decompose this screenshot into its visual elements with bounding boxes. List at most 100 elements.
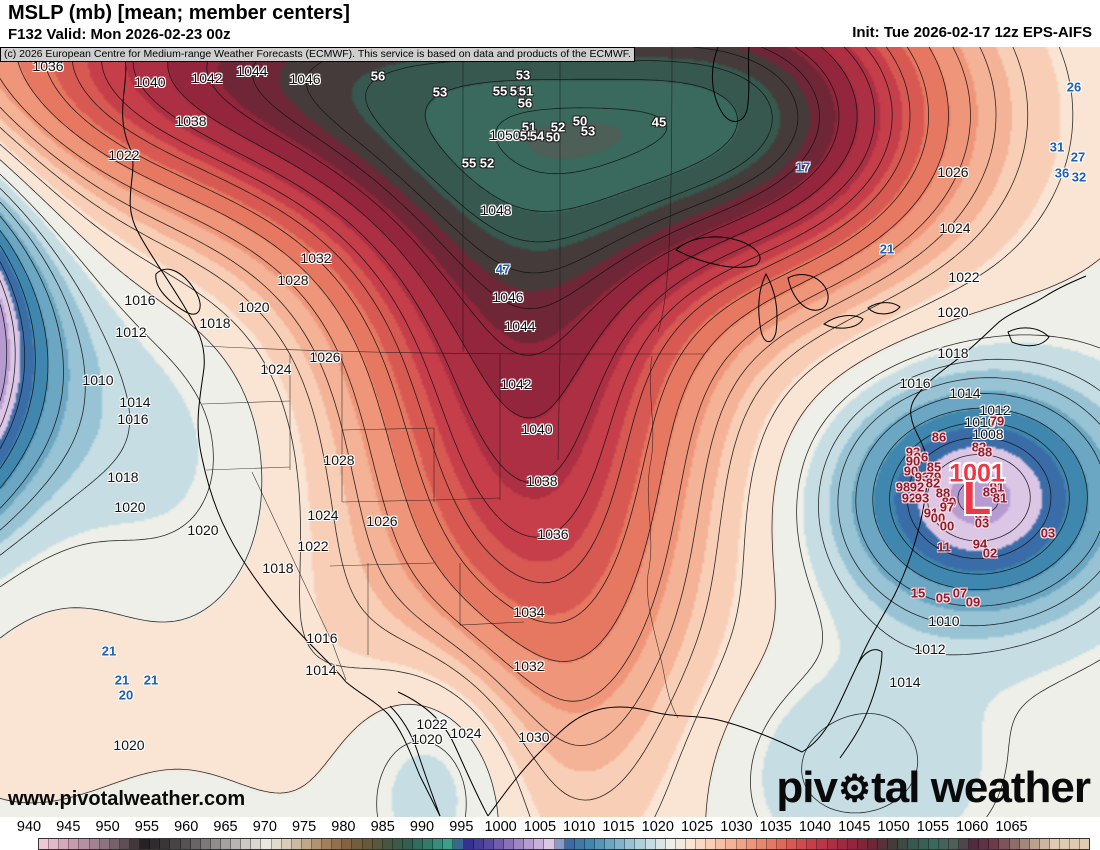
coastline-path xyxy=(487,706,831,817)
colorbar-cell xyxy=(665,839,676,849)
border-path xyxy=(203,345,704,355)
scale-tick: 1060 xyxy=(956,819,989,835)
colorbar-cell xyxy=(908,839,919,849)
scale-tick: 940 xyxy=(16,819,42,835)
colorbar-cell xyxy=(483,839,494,849)
border-path xyxy=(341,427,435,431)
colorbar-cell xyxy=(948,839,959,849)
colorbar-cell xyxy=(79,839,90,849)
scale-tick: 955 xyxy=(134,819,159,835)
colorbar-cell xyxy=(918,839,929,849)
pressure-scale: 940 945 950 955 960 965 970 975 980 985 990 995 1000… xyxy=(0,817,1100,850)
colorbar-cell xyxy=(635,839,646,849)
colorbar-cell xyxy=(170,839,181,849)
colorbar-cell xyxy=(776,839,788,849)
colorbar-cell xyxy=(807,839,818,849)
colorbar-cell xyxy=(686,839,697,849)
logo-text-right: tal weather xyxy=(871,763,1091,812)
colorbar-cell xyxy=(554,839,565,849)
colorbar-cell xyxy=(251,839,262,849)
page-title: MSLP (mb) [mean; member centers] xyxy=(8,2,350,24)
border-path xyxy=(329,562,435,567)
colorbar-cell xyxy=(847,839,858,849)
scale-tick: 990 xyxy=(409,819,435,835)
colorbar-cell xyxy=(514,839,525,849)
isobar-contour xyxy=(132,47,876,484)
border-path xyxy=(647,355,679,719)
colorbar-cell xyxy=(322,839,333,849)
colorbar-cell xyxy=(888,839,899,849)
colorbar-cell xyxy=(1060,839,1071,849)
colorbar-cell xyxy=(878,839,889,849)
scale-tick: 980 xyxy=(331,819,356,835)
scale-tick: 1015 xyxy=(602,819,635,835)
colorbar-cell xyxy=(817,839,828,849)
colorbar-cell xyxy=(190,839,201,849)
colorbar-cell xyxy=(291,839,302,849)
isobar-contour xyxy=(305,47,799,274)
isobar-contour xyxy=(0,188,1100,814)
header: MSLP (mb) [mean; member centers] F132 Va… xyxy=(0,0,1100,47)
copyright-strip: (c) 2026 European Centre for Medium-rang… xyxy=(0,47,635,62)
colorbar-cell xyxy=(301,839,312,849)
colorbar-cell xyxy=(210,839,221,849)
colorbar-cell xyxy=(645,839,656,849)
colorbar-cell xyxy=(958,839,970,849)
scale-tick: 960 xyxy=(174,819,199,835)
scale-tick: 1040 xyxy=(798,819,832,835)
scale-tick: 1025 xyxy=(680,819,714,835)
colorbar-cell xyxy=(989,839,1000,849)
scale-tick: 1035 xyxy=(759,819,792,835)
isobar-contour xyxy=(15,47,949,662)
colorbar-cell xyxy=(716,839,727,849)
valid-time-label: F132 Valid: Mon 2026-02-23 00z xyxy=(8,26,231,43)
isobar-contour xyxy=(71,47,911,584)
isobar-contour xyxy=(495,107,668,175)
colorbar-cell xyxy=(311,839,323,849)
colorbar-cell xyxy=(857,839,868,849)
colorbar-cell xyxy=(220,839,232,849)
coastline-path xyxy=(155,268,201,315)
colorbar-cell xyxy=(443,839,454,849)
scale-tick: 1050 xyxy=(877,819,910,835)
colorbar-cell xyxy=(402,839,414,849)
scale-tick: 945 xyxy=(56,819,81,835)
colorbar-cell xyxy=(898,839,909,849)
isobar-contour xyxy=(0,201,1100,627)
isobar-contour xyxy=(0,230,1088,590)
colorbar-cell xyxy=(837,839,848,849)
colorbar-cell xyxy=(231,839,242,849)
colorbar-cell xyxy=(746,839,757,849)
colorbar-cell xyxy=(544,839,555,849)
scale-tick: 1005 xyxy=(523,819,557,835)
coastline-path xyxy=(758,272,778,343)
colorbar-cell xyxy=(423,839,434,849)
colorbar-cell xyxy=(979,839,990,849)
scale-tick: 965 xyxy=(213,819,238,835)
border-path xyxy=(657,47,673,333)
isobar-contour xyxy=(0,173,1100,817)
border-path xyxy=(251,471,333,643)
border-path xyxy=(201,400,291,405)
colorbar-cell xyxy=(625,839,636,849)
colorbar-cell xyxy=(463,839,474,849)
colorbar-cell xyxy=(69,839,80,849)
colorbar-cell xyxy=(1080,839,1090,849)
isobar-contour xyxy=(43,47,929,624)
colorbar-cell xyxy=(584,839,596,849)
colorbar-cell xyxy=(999,839,1010,849)
logo-text-left: piv xyxy=(776,763,838,812)
coastline-path xyxy=(675,236,761,268)
colorbar-cell xyxy=(706,839,717,849)
colorbar-cell xyxy=(797,839,808,849)
isobar-contour xyxy=(0,159,1100,817)
colorbar-cell xyxy=(453,839,464,849)
colorbar-cell xyxy=(392,839,403,849)
colorbar-cell xyxy=(413,839,424,849)
scale-tick: 1045 xyxy=(838,819,871,835)
init-time-label: Init: Tue 2026-02-17 12z EPS-AIFS xyxy=(852,24,1092,41)
border-path xyxy=(341,499,435,503)
isobar-contour xyxy=(0,215,1100,607)
colorbar-cell xyxy=(281,839,292,849)
